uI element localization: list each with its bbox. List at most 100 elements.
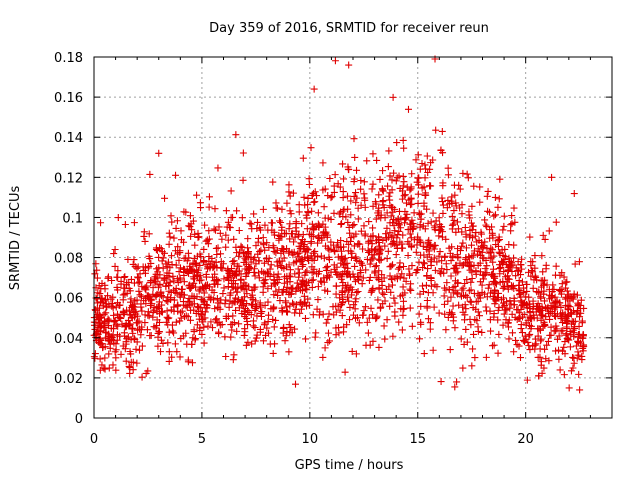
data-point <box>494 293 502 301</box>
data-point <box>265 311 273 319</box>
data-point <box>535 372 543 380</box>
data-point <box>264 257 272 265</box>
data-point <box>238 310 246 318</box>
data-point <box>180 278 188 286</box>
data-point <box>214 244 222 252</box>
x-tick-labels: 0 5 10 15 20 <box>90 432 534 447</box>
data-point <box>224 218 232 226</box>
data-point <box>479 243 487 251</box>
data-point <box>264 298 272 306</box>
data-point <box>202 273 210 281</box>
data-point <box>459 169 467 177</box>
data-point <box>304 295 312 303</box>
data-point <box>438 194 446 202</box>
data-point <box>448 212 456 220</box>
data-point <box>545 309 553 317</box>
x-tick-label: 10 <box>302 432 319 447</box>
data-point <box>485 249 493 257</box>
data-point <box>196 285 204 293</box>
data-point <box>544 337 552 345</box>
data-point <box>481 216 489 224</box>
data-point <box>140 232 148 240</box>
data-point <box>129 260 137 268</box>
data-point <box>222 207 230 215</box>
data-point <box>165 282 173 290</box>
data-point <box>390 169 398 177</box>
data-point <box>134 274 142 282</box>
data-point <box>286 207 294 215</box>
data-point <box>235 252 243 260</box>
data-point <box>97 298 105 306</box>
data-point <box>341 268 349 276</box>
data-point <box>262 331 270 339</box>
data-point <box>175 256 183 264</box>
data-point <box>132 345 140 353</box>
data-point <box>378 185 386 193</box>
data-point <box>393 234 401 242</box>
data-point <box>96 366 104 374</box>
data-point <box>421 191 429 199</box>
data-point <box>350 178 358 186</box>
data-point <box>502 306 510 314</box>
data-point <box>396 238 404 246</box>
data-point <box>414 233 422 241</box>
data-point <box>553 310 561 318</box>
data-point <box>316 308 324 316</box>
data-point <box>172 224 180 232</box>
data-point <box>429 289 437 297</box>
data-point <box>241 313 249 321</box>
data-point <box>381 242 389 250</box>
data-point <box>462 233 470 241</box>
data-point <box>334 324 342 332</box>
data-point <box>385 192 393 200</box>
data-point <box>369 224 377 232</box>
data-point <box>450 216 458 224</box>
data-point <box>188 340 196 348</box>
data-point <box>566 343 574 351</box>
data-point <box>461 301 469 309</box>
data-point <box>176 264 184 272</box>
data-point <box>149 309 157 317</box>
data-point <box>400 263 408 271</box>
data-point <box>378 281 386 289</box>
y-tick-label: 0.08 <box>54 252 83 267</box>
data-point <box>563 287 571 295</box>
data-point <box>404 252 412 260</box>
data-point <box>200 257 208 265</box>
data-point <box>548 173 556 181</box>
data-point <box>496 250 504 258</box>
data-point <box>471 354 479 362</box>
data-point <box>412 248 420 256</box>
data-point <box>213 295 221 303</box>
data-point <box>127 350 135 358</box>
data-point <box>176 293 184 301</box>
data-point <box>187 232 195 240</box>
data-point <box>429 346 437 354</box>
data-point <box>407 234 415 242</box>
data-point <box>214 304 222 312</box>
data-point <box>539 231 547 239</box>
data-point <box>220 275 228 283</box>
data-point <box>431 266 439 274</box>
data-point <box>416 223 424 231</box>
chart-title: Day 359 of 2016, SRMTID for receiver reu… <box>209 21 489 36</box>
data-point <box>478 328 486 336</box>
data-point <box>507 259 515 267</box>
data-point <box>454 225 462 233</box>
data-point <box>348 286 356 294</box>
data-point <box>492 297 500 305</box>
data-point <box>267 282 275 290</box>
data-point <box>386 189 394 197</box>
data-point <box>463 276 471 284</box>
data-point <box>377 303 385 311</box>
data-point <box>505 323 513 331</box>
data-point <box>222 312 230 320</box>
data-point <box>488 270 496 278</box>
data-point <box>171 340 179 348</box>
data-point <box>462 244 470 252</box>
data-point <box>105 350 113 358</box>
data-point <box>416 290 424 298</box>
data-point <box>360 222 368 230</box>
data-point <box>481 238 489 246</box>
data-point <box>189 359 197 367</box>
